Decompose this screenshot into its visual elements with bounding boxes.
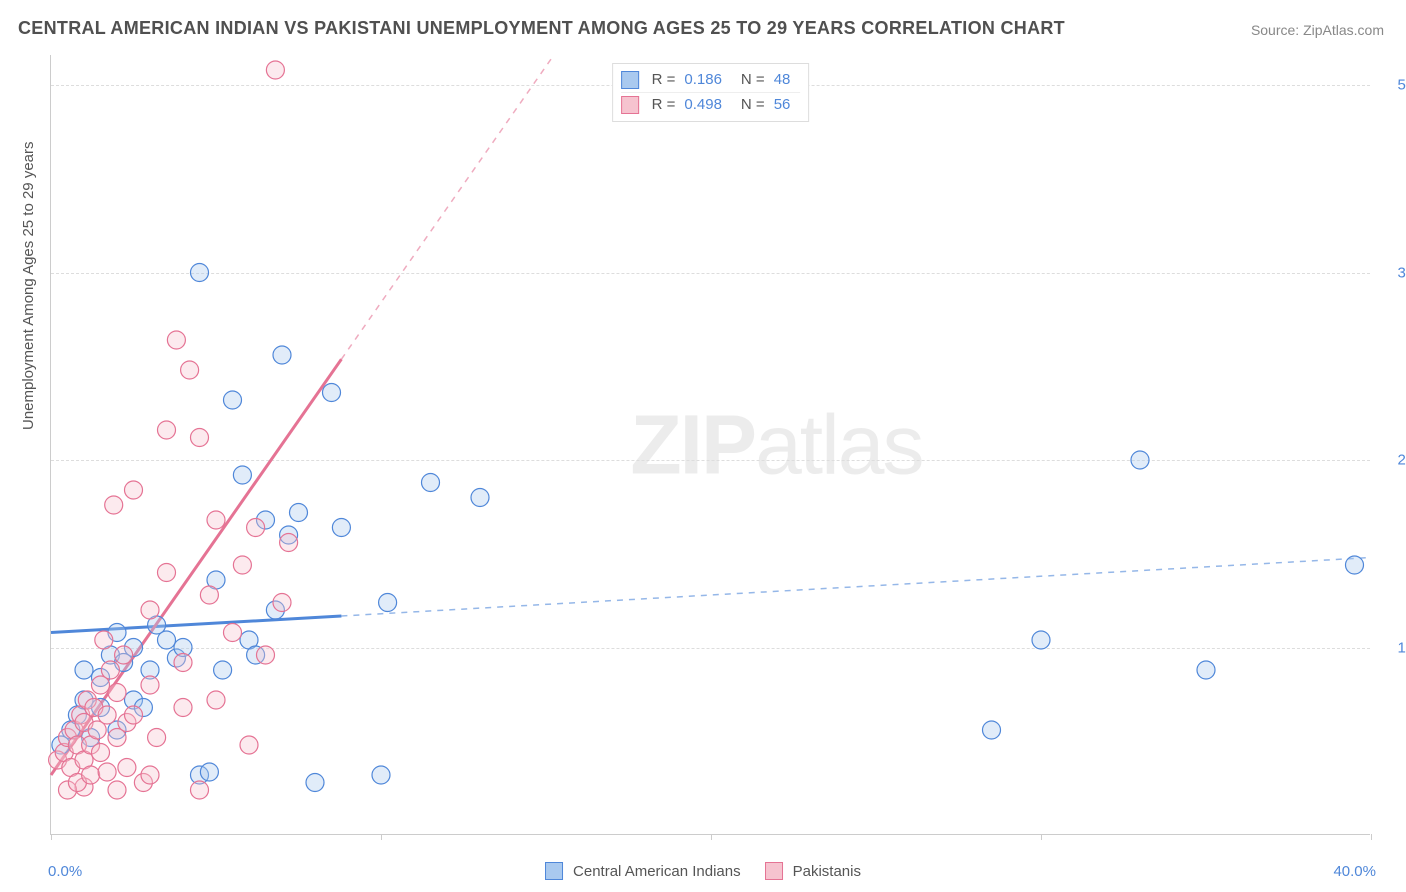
- y-tick-label: 37.5%: [1380, 264, 1406, 281]
- scatter-point: [118, 759, 136, 777]
- scatter-point: [207, 691, 225, 709]
- scatter-point: [125, 706, 143, 724]
- scatter-point: [240, 736, 258, 754]
- scatter-point: [98, 706, 116, 724]
- scatter-point: [200, 586, 218, 604]
- legend-series: Central American Indians Pakistanis: [545, 862, 861, 880]
- scatter-point: [191, 264, 209, 282]
- trendline-extension: [341, 55, 553, 359]
- legend-stats: R = 0.186 N = 48 R = 0.498 N = 56: [612, 63, 810, 122]
- scatter-point: [174, 699, 192, 717]
- r-label: R =: [652, 93, 676, 117]
- scatter-point: [125, 481, 143, 499]
- scatter-point: [273, 594, 291, 612]
- scatter-point: [247, 519, 265, 537]
- scatter-point: [75, 661, 93, 679]
- legend-swatch: [621, 96, 639, 114]
- r-value: 0.186: [684, 68, 722, 92]
- scatter-point: [101, 661, 119, 679]
- legend-swatch: [621, 71, 639, 89]
- r-value: 0.498: [684, 93, 722, 117]
- scatter-point: [115, 646, 133, 664]
- n-label: N =: [741, 68, 765, 92]
- scatter-point: [332, 519, 350, 537]
- scatter-point: [108, 684, 126, 702]
- y-tick-label: 50.0%: [1380, 77, 1406, 94]
- scatter-point: [158, 631, 176, 649]
- trendline-extension: [341, 558, 1371, 617]
- legend-series-label: Pakistanis: [793, 863, 861, 880]
- scatter-plot-svg: [51, 55, 1370, 834]
- scatter-point: [1197, 661, 1215, 679]
- scatter-point: [158, 421, 176, 439]
- plot-area: ZIPatlas 12.5%25.0%37.5%50.0% R =0.186N …: [50, 55, 1370, 835]
- scatter-point: [224, 624, 242, 642]
- scatter-point: [191, 429, 209, 447]
- scatter-point: [471, 489, 489, 507]
- y-tick-label: 12.5%: [1380, 639, 1406, 656]
- scatter-point: [141, 601, 159, 619]
- scatter-point: [92, 744, 110, 762]
- y-axis-label: Unemployment Among Ages 25 to 29 years: [20, 141, 37, 430]
- scatter-point: [108, 781, 126, 799]
- source-credit: Source: ZipAtlas.com: [1251, 22, 1384, 38]
- scatter-point: [1032, 631, 1050, 649]
- scatter-point: [280, 534, 298, 552]
- scatter-point: [257, 646, 275, 664]
- scatter-point: [233, 466, 251, 484]
- scatter-point: [181, 361, 199, 379]
- scatter-point: [379, 594, 397, 612]
- legend-swatch: [545, 862, 563, 880]
- scatter-point: [174, 654, 192, 672]
- trendline: [51, 616, 341, 633]
- scatter-point: [422, 474, 440, 492]
- scatter-point: [1131, 451, 1149, 469]
- scatter-point: [290, 504, 308, 522]
- y-tick-label: 25.0%: [1380, 452, 1406, 469]
- scatter-point: [105, 496, 123, 514]
- legend-swatch: [765, 862, 783, 880]
- scatter-point: [200, 763, 218, 781]
- scatter-point: [323, 384, 341, 402]
- scatter-point: [191, 781, 209, 799]
- legend-stat-row: R = 0.186 N = 48: [621, 68, 801, 92]
- scatter-point: [1346, 556, 1364, 574]
- scatter-point: [214, 661, 232, 679]
- scatter-point: [82, 766, 100, 784]
- n-label: N =: [741, 93, 765, 117]
- scatter-point: [207, 511, 225, 529]
- scatter-point: [266, 61, 284, 79]
- scatter-point: [372, 766, 390, 784]
- scatter-point: [233, 556, 251, 574]
- n-value: 48: [774, 68, 791, 92]
- scatter-point: [148, 729, 166, 747]
- scatter-point: [141, 676, 159, 694]
- legend-series-item: Central American Indians: [545, 862, 741, 880]
- scatter-point: [95, 631, 113, 649]
- scatter-point: [273, 346, 291, 364]
- scatter-point: [158, 564, 176, 582]
- scatter-point: [983, 721, 1001, 739]
- chart-title: CENTRAL AMERICAN INDIAN VS PAKISTANI UNE…: [18, 18, 1065, 39]
- legend-series-label: Central American Indians: [573, 863, 741, 880]
- scatter-point: [98, 763, 116, 781]
- scatter-point: [306, 774, 324, 792]
- scatter-point: [224, 391, 242, 409]
- n-value: 56: [774, 93, 791, 117]
- legend-series-item: Pakistanis: [765, 862, 861, 880]
- scatter-point: [141, 766, 159, 784]
- x-axis-start-label: 0.0%: [48, 863, 82, 880]
- x-axis-end-label: 40.0%: [1333, 863, 1376, 880]
- scatter-point: [167, 331, 185, 349]
- legend-stat-row: R = 0.498 N = 56: [621, 92, 801, 117]
- r-label: R =: [652, 68, 676, 92]
